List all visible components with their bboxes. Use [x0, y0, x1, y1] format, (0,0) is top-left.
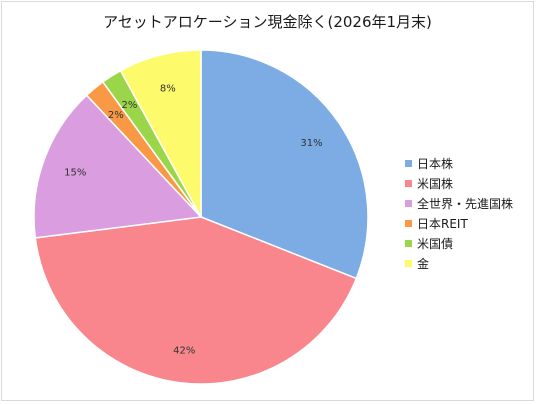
legend-label-2: 米国株: [417, 176, 454, 191]
legend-label-1: 日本株: [417, 156, 454, 171]
data-label-4: 2%: [108, 110, 124, 121]
legend-item-2: 米国株: [405, 173, 530, 193]
legend-label-6: 金: [417, 256, 430, 271]
chart-title: アセットアロケーション現金除く(2026年1月末): [103, 13, 432, 31]
data-label-1: 31%: [300, 138, 322, 149]
legend-swatch-3: [405, 199, 412, 207]
pie-slice-2: [34, 216, 358, 385]
legend-swatch-2: [405, 179, 412, 187]
pie-slice-6: [119, 49, 202, 218]
legend-item-3: 全世界・先進国株: [405, 193, 530, 213]
pie-slice-1: [200, 49, 369, 280]
legend-item-1: 日本株: [405, 153, 530, 173]
legend-item-6: 金: [405, 253, 530, 273]
legend-swatch-4: [405, 219, 412, 227]
legend-swatch-5: [405, 239, 412, 247]
legend-item-4: 日本REIT: [405, 213, 530, 233]
data-label-3: 15%: [64, 168, 86, 179]
legend-label-4: 日本REIT: [417, 216, 468, 231]
legend-swatch-1: [405, 159, 412, 167]
chart-legend: 日本株米国株全世界・先進国株 日本REIT 米国債金: [405, 153, 530, 273]
data-label-5: 2%: [121, 100, 137, 111]
data-label-6: 8%: [160, 84, 176, 95]
legend-label-3: 全世界・先進国株: [417, 196, 514, 211]
legend-swatch-6: [405, 259, 412, 267]
pie-slice-3: [33, 94, 203, 239]
legend-label-5: 米国債: [417, 236, 454, 251]
data-label-2: 42%: [173, 346, 195, 357]
legend-item-5: 米国債: [405, 233, 530, 253]
